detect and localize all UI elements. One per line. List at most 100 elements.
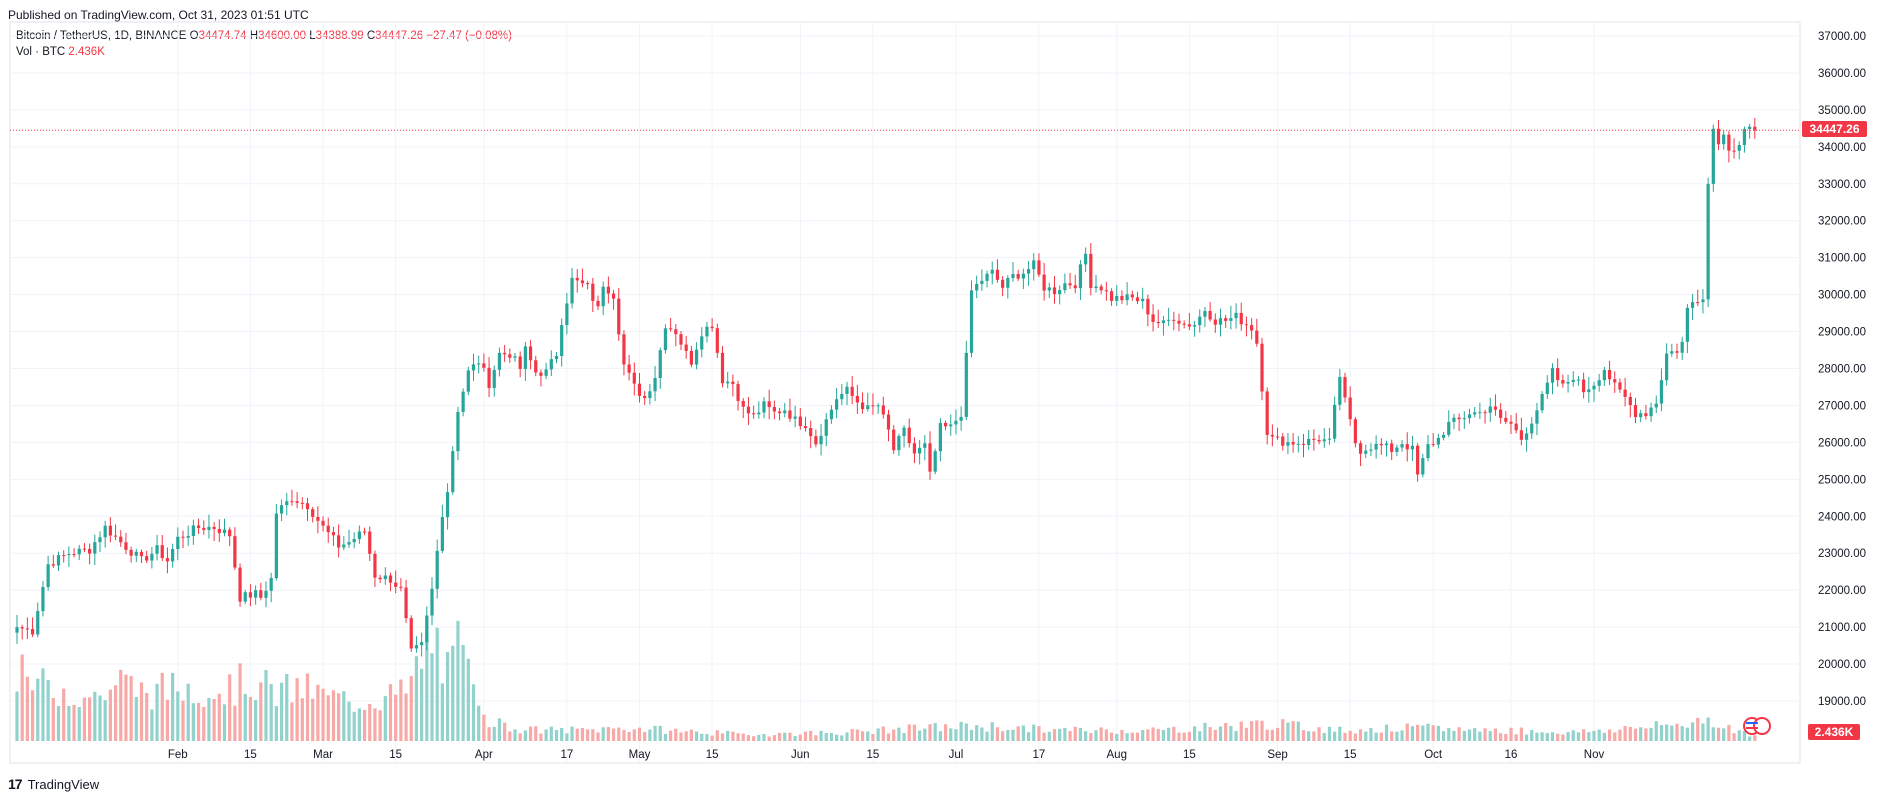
candle-body: [233, 536, 237, 568]
volume-bar: [819, 730, 823, 741]
price-badge: 34447.26: [1802, 121, 1867, 137]
candle-body: [1410, 445, 1415, 450]
candle-body: [1727, 134, 1731, 151]
candle-body: [1587, 389, 1591, 393]
volume-bar: [1550, 732, 1555, 741]
tradingview-logo-icon[interactable]: 17: [8, 776, 23, 792]
candle-body: [56, 555, 61, 566]
volume-bar: [689, 729, 693, 741]
candle-body: [1659, 380, 1664, 404]
candle-body: [300, 502, 304, 504]
candle-body: [871, 405, 875, 407]
volume-bar: [969, 729, 974, 741]
candle-body: [508, 354, 512, 358]
time-tick-label: 15: [244, 749, 257, 761]
candle-body: [1550, 368, 1555, 383]
volume-bar: [1556, 733, 1560, 741]
candle-body: [1089, 253, 1093, 288]
volume-bar: [669, 730, 673, 741]
candle-body: [539, 372, 543, 376]
volume-bar: [1379, 732, 1383, 741]
volume-bar: [1623, 726, 1627, 741]
candle-body: [1286, 442, 1290, 446]
candle-body: [1307, 438, 1311, 445]
published-info: Published on TradingView.com, Oct 31, 20…: [8, 8, 309, 22]
price-tick-label: 37000.00: [1818, 31, 1866, 43]
plot-frame: [9, 21, 1801, 764]
volume-bar: [1016, 726, 1020, 741]
candle-body: [1353, 419, 1357, 444]
candle-body: [62, 555, 66, 557]
candle-body: [1073, 285, 1077, 289]
candle-body: [1032, 260, 1036, 270]
candle-body: [1063, 283, 1067, 291]
volume-bar: [601, 727, 605, 741]
footer-brand[interactable]: TradingView: [27, 776, 100, 792]
candle-body: [835, 399, 839, 410]
candle-body: [772, 407, 776, 412]
candle-body: [1115, 296, 1119, 301]
flag-icon[interactable]: [1743, 717, 1771, 735]
volume-bar: [1021, 725, 1025, 741]
candle-body: [1011, 274, 1015, 279]
volume-bar: [1644, 728, 1648, 741]
candle-body: [637, 383, 642, 396]
volume-bar: [228, 674, 232, 741]
candle-body: [456, 411, 460, 452]
volume-bar: [1706, 717, 1710, 741]
candle-body: [1639, 413, 1643, 418]
time-tick-label: Aug: [1107, 749, 1127, 761]
volume-bar: [523, 730, 527, 741]
volume-bar: [222, 704, 227, 741]
volume-bar: [1322, 733, 1326, 741]
candle-body: [689, 350, 693, 365]
volume-bar: [1722, 728, 1726, 741]
volume-bar: [409, 676, 413, 741]
volume-bar: [1032, 724, 1036, 741]
volume-bar: [1109, 732, 1114, 741]
volume-label[interactable]: Vol · BTC: [16, 46, 66, 58]
volume-bar: [482, 714, 486, 741]
volume-bar: [897, 727, 901, 741]
candle-body: [409, 618, 413, 649]
volume-bar: [731, 731, 735, 741]
volume-bar: [217, 693, 221, 741]
volume-bar: [544, 729, 548, 741]
volume-bar: [1229, 725, 1233, 741]
candle-body: [1260, 343, 1264, 392]
candle-body: [1524, 433, 1529, 440]
price-tick-label: 19000.00: [1818, 696, 1866, 708]
candle-body: [1052, 287, 1057, 295]
volume-bar: [420, 668, 424, 741]
candle-body: [103, 525, 107, 538]
candle-body: [25, 628, 29, 630]
volume-bar: [918, 730, 922, 741]
volume-bar: [113, 685, 118, 741]
volume-bar: [1327, 726, 1332, 741]
volume-bar: [1156, 728, 1160, 741]
volume-bar: [840, 735, 844, 741]
volume-bar: [746, 735, 751, 741]
candle-body: [1405, 444, 1409, 450]
candle-body: [1452, 417, 1456, 422]
candle-body: [108, 525, 112, 536]
candle-body: [705, 326, 709, 337]
volume-bar: [238, 663, 242, 741]
candle-body: [575, 277, 579, 281]
candle-body: [1519, 430, 1523, 440]
candle-body: [352, 539, 356, 543]
candle-body: [513, 356, 517, 358]
volume-bar: [1047, 731, 1051, 741]
volume-bar: [694, 731, 699, 741]
price-tick-label: 20000.00: [1818, 659, 1866, 671]
volume-bar: [36, 678, 40, 741]
candle-body: [347, 542, 351, 545]
volume-bar: [757, 734, 761, 741]
volume-bar: [321, 688, 325, 741]
time-tick-label: Mar: [313, 749, 333, 761]
candle-body: [928, 443, 932, 472]
volume-bar: [1270, 729, 1274, 741]
volume-bar: [1172, 726, 1176, 741]
volume-bar: [508, 731, 512, 741]
